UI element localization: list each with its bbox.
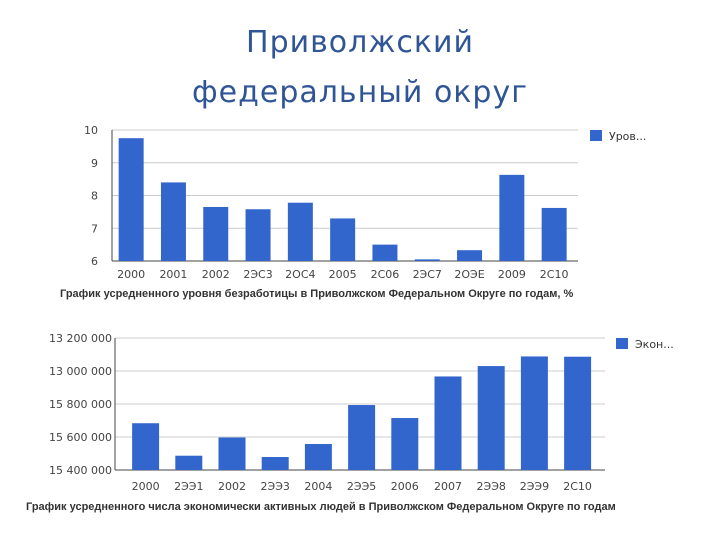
chart2-x-tick-label: 2С10 <box>563 480 592 493</box>
chart2-bar-2003 <box>261 457 289 470</box>
chart1-bar-2003 <box>245 209 271 261</box>
chart2-y-tick-label: 15 800 000 <box>49 398 112 411</box>
chart1-x-tick-label: 2ЭС3 <box>243 268 272 281</box>
chart1-x-tick-label: 2С06 <box>371 268 400 281</box>
chart1-bar-2002 <box>203 206 229 261</box>
chart1-x-tick-label: 2005 <box>329 268 357 281</box>
chart1-y-tick-label: 9 <box>91 157 98 170</box>
chart2-bar-2007 <box>434 376 462 470</box>
chart2-bar-2005 <box>348 405 376 470</box>
chart2-y-tick-label: 13 200 000 <box>49 332 112 345</box>
chart2-x-tick-label: 2000 <box>132 480 160 493</box>
chart2-bar-2002 <box>218 437 246 470</box>
chart1-y-tick-label: 10 <box>84 124 98 137</box>
chart2-x-tick-label: 2004 <box>304 480 332 493</box>
chart1-x-tick-label: 2001 <box>159 268 187 281</box>
chart1-bar-2000 <box>118 138 144 261</box>
chart1-bar-2010 <box>541 207 567 261</box>
chart1-y-tick-label: 6 <box>91 255 98 268</box>
chart2-legend-label: Экон... <box>635 338 674 351</box>
chart1-x-tick-label: 2009 <box>498 268 526 281</box>
chart1-caption: График усредненного уровня безработицы в… <box>60 288 574 300</box>
chart2-x-tick-label: 2ЭЭ9 <box>520 480 549 493</box>
chart1-x-tick-label: 2ЭС7 <box>413 268 442 281</box>
chart1-x-tick-label: 2С10 <box>540 268 569 281</box>
chart1-bar-2005 <box>330 218 356 261</box>
chart2-bar-2010 <box>564 356 592 470</box>
chart2-x-tick-label: 2007 <box>434 480 462 493</box>
chart1-x-tick-label: 2ОЭЕ <box>454 268 484 281</box>
slide-title-line1: Приволжский <box>246 25 474 60</box>
chart1-bar-2008 <box>457 250 483 261</box>
chart2-bar-2006 <box>391 418 419 470</box>
chart1-legend-swatch <box>590 130 602 141</box>
chart2-x-tick-label: 2ЭЭ3 <box>261 480 290 493</box>
chart2-y-tick-label: 15 400 000 <box>49 464 112 477</box>
chart1-x-tick-label: 2000 <box>117 268 145 281</box>
chart2-x-tick-label: 2ЭЭ1 <box>174 480 203 493</box>
chart2-bar-2004 <box>304 444 332 470</box>
chart1-y-tick-label: 8 <box>91 190 98 203</box>
chart2-x-tick-label: 2006 <box>391 480 419 493</box>
chart2-x-tick-label: 2ЭЭ5 <box>347 480 376 493</box>
chart2-bar-2009 <box>520 356 548 470</box>
chart1-legend-label: Уров... <box>609 130 646 143</box>
chart1-bar-2004 <box>287 202 313 261</box>
chart1-bar-2001 <box>160 182 186 261</box>
chart2-legend-swatch <box>616 338 628 349</box>
chart1-x-tick-label: 2002 <box>202 268 230 281</box>
chart1-bar-2009 <box>499 174 525 261</box>
chart1-x-tick-label: 2ОС4 <box>285 268 315 281</box>
chart1-bar-2006 <box>372 244 398 261</box>
chart1-bar-2007 <box>414 259 440 261</box>
chart2-x-tick-label: 2002 <box>218 480 246 493</box>
chart2-x-tick-label: 2ЭЭ8 <box>477 480 506 493</box>
chart2-y-tick-label: 15 600 000 <box>49 431 112 444</box>
chart1-y-tick-label: 7 <box>91 222 98 235</box>
chart2-bar-2008 <box>477 366 505 470</box>
chart2-caption: График усредненного числа экономически а… <box>26 501 616 513</box>
chart2-y-tick-label: 13 000 000 <box>49 365 112 378</box>
chart2-bar-2001 <box>175 455 203 470</box>
slide-title-line2: федеральный округ <box>192 75 528 110</box>
chart2-bar-2000 <box>132 423 160 470</box>
